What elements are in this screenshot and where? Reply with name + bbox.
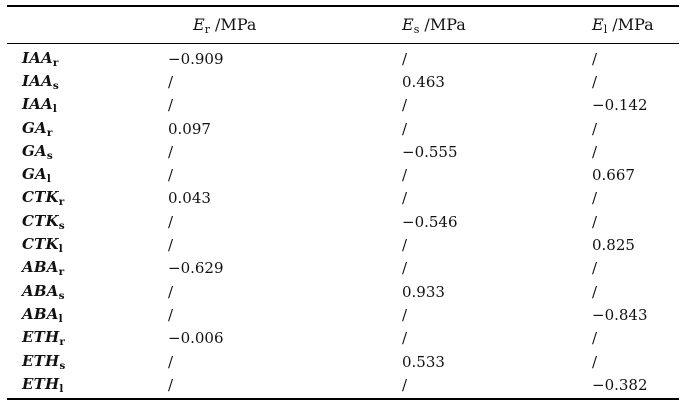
cell-er: 0.043 bbox=[168, 189, 211, 208]
table-row: IAAl / / −0.142 bbox=[7, 94, 679, 117]
table-row: ABAl / / −0.843 bbox=[7, 303, 679, 326]
row-label: IAAs bbox=[22, 71, 60, 92]
header-es-symbol: E bbox=[402, 14, 414, 34]
table-row: ABAs / 0.933 / bbox=[7, 280, 679, 303]
cell-es: 0.463 bbox=[402, 72, 445, 91]
cell-es: 0.533 bbox=[402, 352, 445, 371]
cell-er: / bbox=[168, 305, 174, 324]
cell-er: / bbox=[168, 72, 174, 91]
table-bottom-rule bbox=[7, 398, 679, 401]
cell-er: / bbox=[168, 282, 174, 301]
table-row: GAr 0.097 / / bbox=[7, 117, 679, 140]
cell-es: / bbox=[402, 96, 408, 115]
table-row: CTKl / / 0.825 bbox=[7, 233, 679, 256]
cell-el: −0.382 bbox=[592, 375, 648, 394]
table-row: IAAs / 0.463 / bbox=[7, 70, 679, 93]
cell-er: / bbox=[168, 166, 174, 185]
cell-er: / bbox=[168, 375, 174, 394]
header-col-er: Er /MPa bbox=[168, 15, 402, 36]
cell-er: / bbox=[168, 236, 174, 255]
row-label: GAs bbox=[22, 141, 53, 162]
cell-el: / bbox=[592, 259, 598, 278]
cell-er: −0.909 bbox=[168, 49, 224, 68]
header-col-es: Es /MPa bbox=[402, 15, 592, 36]
table-row: GAl / / 0.667 bbox=[7, 163, 679, 186]
cell-es: / bbox=[402, 375, 408, 394]
cell-es: / bbox=[402, 119, 408, 138]
cell-es: / bbox=[402, 329, 408, 348]
cell-er: / bbox=[168, 212, 174, 231]
row-label: GAr bbox=[22, 118, 53, 139]
cell-el: / bbox=[592, 352, 598, 371]
cell-el: / bbox=[592, 329, 598, 348]
cell-es: / bbox=[402, 236, 408, 255]
row-label: ABAs bbox=[22, 281, 65, 302]
table-row: ETHs / 0.533 / bbox=[7, 350, 679, 373]
cell-er: / bbox=[168, 142, 174, 161]
row-label: ABAr bbox=[22, 258, 65, 279]
cell-es: / bbox=[402, 49, 408, 68]
cell-el: / bbox=[592, 282, 598, 301]
cell-el: / bbox=[592, 142, 598, 161]
cell-es: / bbox=[402, 189, 408, 208]
row-label: CTKs bbox=[22, 211, 65, 232]
cell-el: / bbox=[592, 72, 598, 91]
cell-er: / bbox=[168, 96, 174, 115]
table-header-rule bbox=[7, 43, 679, 44]
cell-er: −0.006 bbox=[168, 329, 224, 348]
row-label: IAAr bbox=[22, 48, 59, 69]
row-label: CTKr bbox=[22, 188, 65, 209]
table-row: GAs / −0.555 / bbox=[7, 140, 679, 163]
header-er-unit: /MPa bbox=[209, 14, 257, 34]
table-row: ETHl / / −0.382 bbox=[7, 373, 679, 396]
table-row: CTKr 0.043 / / bbox=[7, 187, 679, 210]
header-er-symbol: E bbox=[193, 14, 205, 34]
header-el-unit: /MPa bbox=[607, 14, 654, 34]
table-row: ETHr −0.006 / / bbox=[7, 327, 679, 350]
header-es-subscript: s bbox=[413, 22, 420, 36]
row-label: CTKl bbox=[22, 235, 63, 256]
header-el-symbol: E bbox=[592, 14, 604, 34]
header-col-el: El /MPa bbox=[592, 15, 679, 36]
row-label: ETHs bbox=[22, 351, 66, 372]
cell-es: / bbox=[402, 305, 408, 324]
cell-el: / bbox=[592, 49, 598, 68]
table-row: CTKs / −0.546 / bbox=[7, 210, 679, 233]
row-label: GAl bbox=[22, 165, 52, 186]
cell-el: / bbox=[592, 189, 598, 208]
row-label: ABAl bbox=[22, 304, 63, 325]
cell-es: 0.933 bbox=[402, 282, 445, 301]
header-es-unit: /MPa bbox=[419, 14, 466, 34]
row-label: IAAl bbox=[22, 95, 58, 116]
row-label: ETHl bbox=[22, 374, 64, 395]
table-row: ABAr −0.629 / / bbox=[7, 257, 679, 280]
cell-el: / bbox=[592, 212, 598, 231]
cell-el: 0.825 bbox=[592, 236, 635, 255]
header-er-subscript: r bbox=[204, 22, 210, 36]
table-top-rule bbox=[7, 5, 679, 7]
table-row: IAAr −0.909 / / bbox=[7, 47, 679, 70]
cell-el: / bbox=[592, 119, 598, 138]
cell-es: / bbox=[402, 259, 408, 278]
table-header-row: Er /MPa Es /MPa El /MPa bbox=[7, 7, 679, 43]
header-el-subscript: l bbox=[603, 22, 608, 36]
cell-es: / bbox=[402, 166, 408, 185]
cell-es: −0.555 bbox=[402, 142, 458, 161]
cell-er: −0.629 bbox=[168, 259, 224, 278]
cell-es: −0.546 bbox=[402, 212, 458, 231]
cell-er: / bbox=[168, 352, 174, 371]
cell-el: 0.667 bbox=[592, 166, 635, 185]
cell-el: −0.843 bbox=[592, 305, 648, 324]
row-label: ETHr bbox=[22, 328, 66, 349]
cell-er: 0.097 bbox=[168, 119, 211, 138]
table-body: IAAr −0.909 / / IAAs / 0.463 / IAAl / / … bbox=[7, 44, 679, 398]
cell-el: −0.142 bbox=[592, 96, 648, 115]
